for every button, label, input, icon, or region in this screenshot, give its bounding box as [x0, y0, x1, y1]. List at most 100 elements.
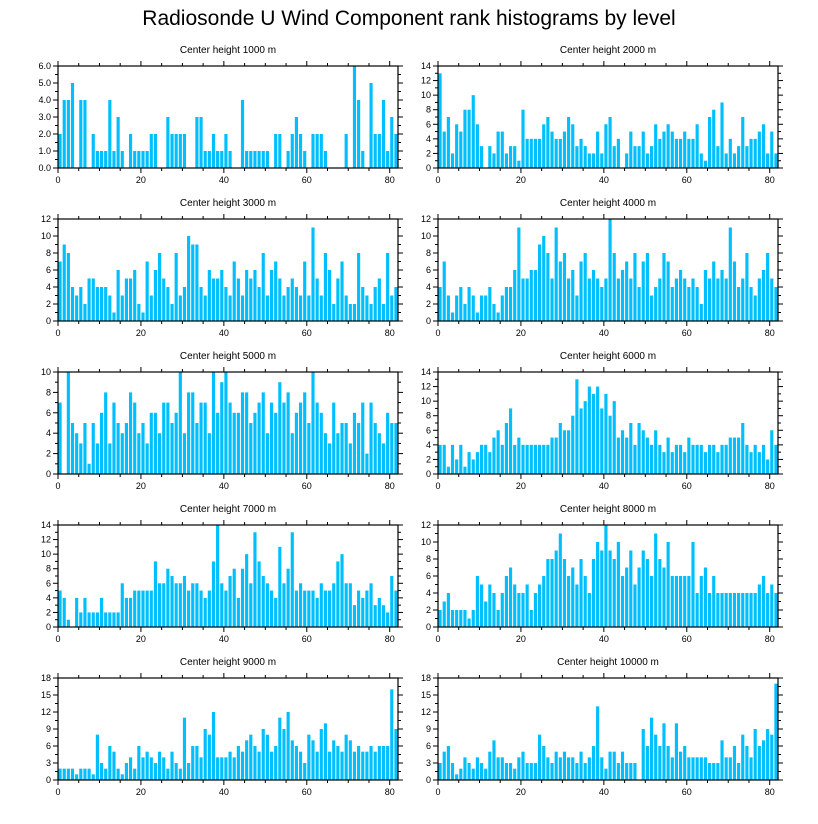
histogram-bar — [567, 576, 571, 627]
histogram-bar — [753, 295, 757, 321]
histogram-bar — [195, 117, 199, 168]
rank-histogram-2000m: 0 20 40 60 80 0 2 4 6 8 10 12 14 — [421, 61, 783, 185]
histogram-bar — [207, 270, 211, 321]
histogram-bar — [513, 768, 517, 780]
x-tick-label: 20 — [136, 787, 146, 797]
histogram-bar — [99, 412, 104, 474]
histogram-bar — [492, 740, 496, 780]
histogram-bar — [158, 433, 162, 474]
histogram-bar — [286, 151, 290, 168]
histogram-bar — [211, 278, 216, 321]
histogram-bar — [479, 146, 484, 168]
panel-title: Center height 5000 m — [179, 351, 277, 362]
histogram-bar — [674, 278, 678, 321]
histogram-bar — [203, 729, 207, 780]
histogram-bar — [583, 146, 587, 168]
histogram-bar — [307, 734, 311, 780]
histogram-bar — [323, 151, 328, 168]
histogram-bar — [290, 740, 294, 780]
panel-4000m: Center height 4000 m 0 20 40 60 80 0 2 4 6 8 10 12 — [380, 198, 783, 338]
histogram-bar — [274, 597, 278, 627]
histogram-bar — [695, 287, 699, 321]
histogram-bar — [220, 270, 224, 321]
bars — [438, 683, 778, 780]
histogram-bar — [187, 763, 191, 780]
histogram-bar — [766, 253, 770, 321]
histogram-bar — [70, 768, 75, 780]
histogram-bar — [128, 392, 133, 474]
y-tick-label: 8 — [426, 554, 431, 564]
histogram-bar — [475, 452, 479, 474]
histogram-bar — [216, 757, 220, 780]
histogram-bar — [153, 134, 158, 168]
bars — [438, 525, 778, 627]
histogram-bar — [699, 757, 703, 780]
histogram-bar — [562, 430, 567, 474]
y-tick-label: 9 — [426, 724, 431, 734]
histogram-bar — [381, 605, 386, 627]
histogram-bar — [737, 146, 741, 168]
histogram-bar — [596, 131, 600, 168]
y-tick-label: 10 — [41, 367, 51, 377]
histogram-bar — [749, 757, 753, 780]
histogram-bar — [567, 430, 571, 474]
histogram-bar — [203, 402, 207, 474]
histogram-bar — [290, 278, 294, 321]
histogram-bar — [708, 444, 712, 474]
y-tick-label: 6 — [426, 741, 431, 751]
histogram-bar — [211, 372, 216, 474]
histogram-bar — [178, 583, 182, 627]
histogram-bar — [269, 590, 274, 627]
histogram-bar — [141, 312, 145, 321]
histogram-bar — [386, 746, 390, 780]
histogram-bar — [708, 117, 712, 168]
histogram-bar — [649, 717, 654, 780]
histogram-bar — [116, 612, 120, 627]
histogram-bar — [774, 444, 778, 474]
histogram-bar — [211, 712, 216, 780]
histogram-bar — [550, 437, 554, 474]
histogram-bar — [554, 227, 558, 321]
histogram-bar — [141, 757, 145, 780]
histogram-bar — [332, 402, 336, 474]
histogram-bar — [261, 253, 265, 321]
histogram-bar — [253, 532, 257, 627]
histogram-bar — [220, 757, 224, 780]
histogram-bar — [390, 689, 394, 780]
histogram-bar — [770, 430, 774, 474]
histogram-bar — [170, 134, 174, 168]
histogram-bar — [228, 151, 232, 168]
histogram-bar — [332, 740, 336, 780]
histogram-bar — [319, 583, 323, 627]
histogram-bar — [265, 295, 269, 321]
histogram-bar — [678, 751, 683, 780]
histogram-bar — [712, 109, 716, 168]
histogram-bar — [257, 402, 261, 474]
x-tick-label: 40 — [219, 634, 229, 644]
bars — [58, 227, 398, 321]
histogram-bar — [629, 423, 633, 474]
histogram-bar — [616, 278, 620, 321]
histogram-bar — [542, 124, 546, 168]
rank-histogram-4000m: 0 20 40 60 80 0 2 4 6 8 10 12 — [421, 214, 783, 338]
histogram-bar — [708, 763, 712, 780]
histogram-bar — [508, 287, 513, 321]
histogram-bar — [66, 619, 70, 627]
histogram-bar — [369, 83, 373, 168]
y-tick-label: 2 — [426, 299, 431, 309]
histogram-bar — [533, 763, 538, 780]
histogram-bar — [513, 584, 517, 627]
histogram-bar — [340, 261, 344, 321]
histogram-bar — [236, 597, 240, 627]
histogram-bar — [645, 559, 649, 627]
histogram-bar — [662, 452, 666, 474]
histogram-bar — [220, 583, 224, 627]
y-tick-label: 18 — [41, 673, 51, 683]
histogram-bar — [612, 401, 616, 474]
histogram-bar — [365, 453, 369, 474]
histogram-bar — [261, 729, 265, 780]
histogram-bar — [533, 138, 538, 168]
histogram-bar — [645, 153, 649, 168]
histogram-bar — [394, 590, 398, 627]
histogram-bar — [757, 278, 761, 321]
